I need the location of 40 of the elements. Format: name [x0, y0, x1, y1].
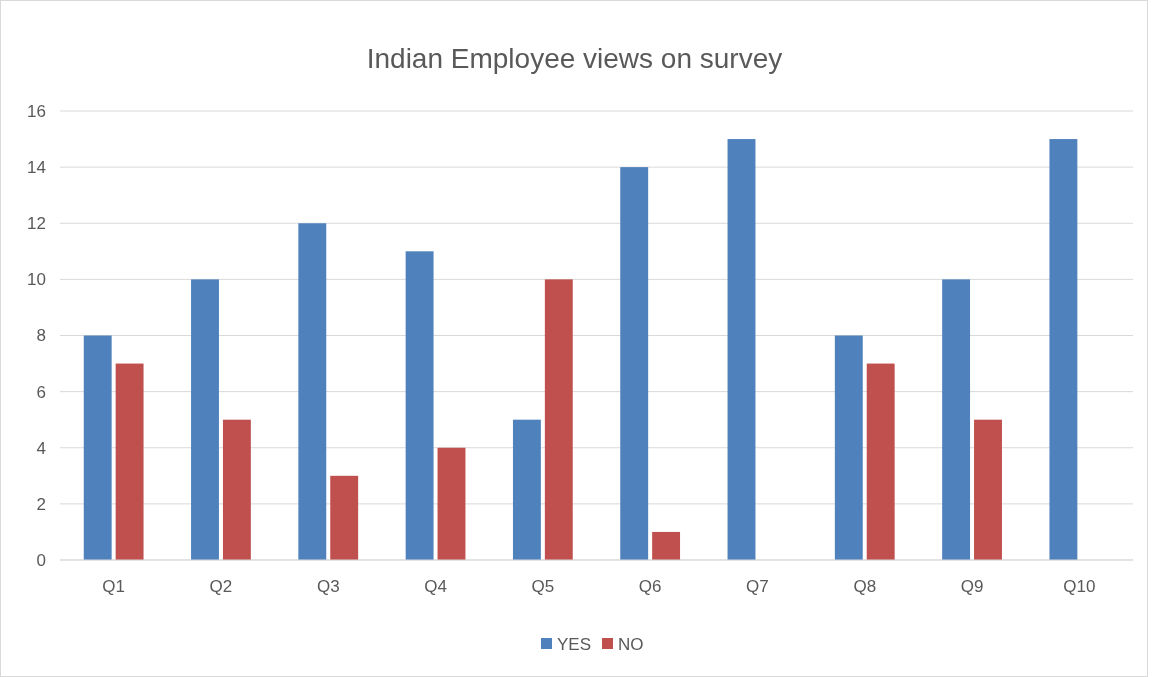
y-tick-label: 12: [27, 214, 46, 234]
x-tick-label: Q4: [424, 577, 447, 596]
bar: [330, 475, 359, 560]
chart-title: Indian Employee views on survey: [366, 43, 783, 74]
x-tick-label: Q5: [531, 577, 555, 596]
bar: [866, 363, 895, 560]
y-tick-label: 6: [36, 382, 46, 402]
y-tick-label: 8: [36, 326, 46, 346]
y-tick-label: 2: [36, 494, 46, 514]
legend-label: NO: [618, 634, 644, 654]
bar: [222, 419, 251, 560]
bar: [942, 279, 971, 560]
y-tick-label: 16: [27, 101, 46, 121]
bar: [544, 279, 573, 560]
bar: [298, 223, 327, 560]
x-tick-label: Q9: [960, 577, 984, 596]
y-tick-label: 0: [36, 550, 46, 570]
y-tick-label: 10: [27, 270, 46, 290]
legend-label: YES: [557, 634, 592, 654]
y-tick-label: 4: [36, 438, 46, 458]
bar: [512, 419, 541, 560]
bar: [115, 363, 144, 560]
y-tick-label: 14: [27, 158, 46, 178]
x-tick-label: Q6: [638, 577, 662, 596]
x-tick-label: Q8: [853, 577, 877, 596]
bar: [1049, 139, 1078, 560]
bar: [974, 419, 1002, 560]
bar: [405, 251, 434, 560]
x-tick-label: Q10: [1063, 577, 1096, 596]
bar: [191, 279, 219, 560]
bar: [437, 447, 466, 560]
bar: [652, 531, 681, 560]
x-tick-label: Q1: [102, 577, 125, 596]
bar: [727, 139, 756, 560]
bar: [620, 167, 649, 560]
bar: [83, 335, 112, 560]
x-tick-label: Q7: [746, 577, 769, 596]
x-tick-label: Q2: [209, 577, 233, 596]
x-tick-label: Q3: [316, 577, 340, 596]
bar: [834, 335, 863, 560]
